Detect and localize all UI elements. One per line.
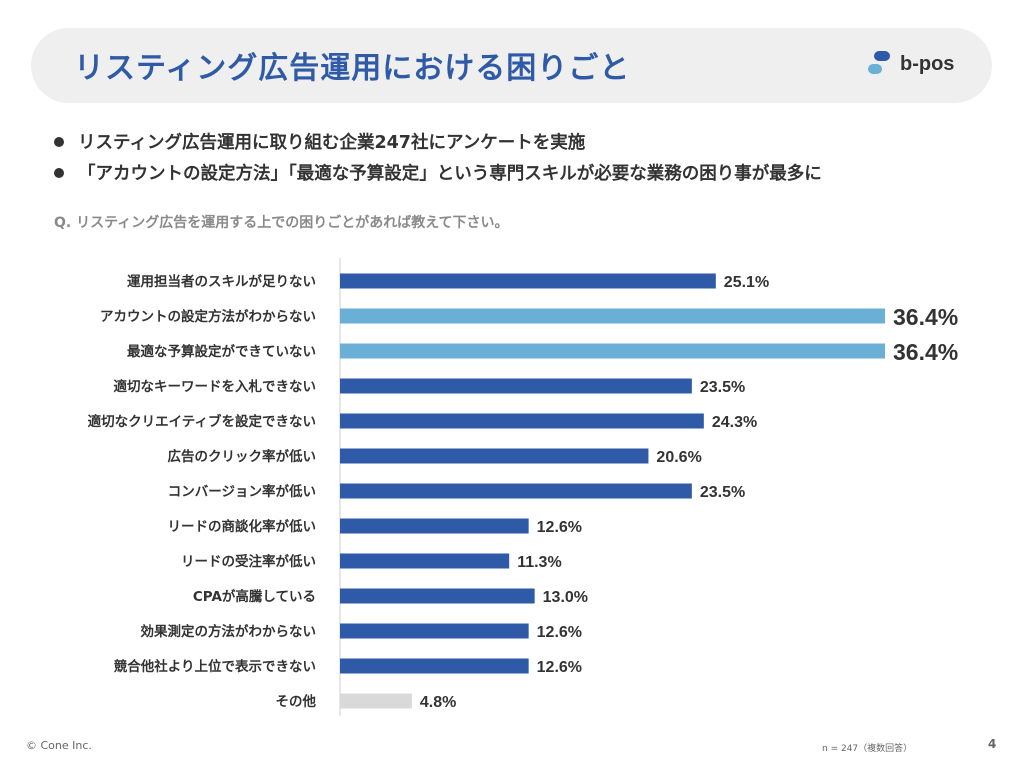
bar	[340, 588, 535, 604]
bar	[340, 308, 885, 324]
bullet-text: リスティング広告運用に取り組む企業247社にアンケートを実施	[78, 133, 586, 153]
bar	[340, 518, 529, 534]
category-label: 効果測定の方法がわからない	[141, 623, 317, 640]
category-label: 最適な予算設定ができていない	[127, 343, 316, 360]
category-label: アカウントの設定方法がわからない	[100, 308, 316, 325]
value-label: 23.5%	[700, 484, 745, 501]
survey-question: Q. リスティング広告を運用する上での困りごとがあれば教えて下さい。	[54, 215, 509, 231]
value-label: 12.6%	[537, 624, 582, 641]
bar	[340, 378, 692, 394]
bullet-dot-icon	[54, 136, 64, 147]
value-label: 12.6%	[537, 519, 582, 536]
sample-note: n = 247（複数回答）	[822, 744, 913, 754]
value-label: 11.3%	[517, 554, 561, 571]
value-label: 20.6%	[656, 449, 701, 466]
category-label: 広告のクリック率が低い	[168, 448, 317, 465]
bar	[340, 623, 529, 639]
category-label: CPAが高騰している	[193, 588, 316, 605]
bullet-dot-icon	[54, 167, 64, 178]
category-label: リードの商談化率が低い	[168, 518, 317, 535]
category-label: 運用担当者のスキルが足りない	[127, 273, 316, 290]
bar	[340, 448, 649, 464]
bar	[340, 693, 412, 709]
bullet-item: 「アカウントの設定方法」「最適な予算設定」という専門スキルが必要な業務の困り事が…	[54, 157, 822, 188]
value-label: 23.5%	[700, 379, 745, 396]
header-bar	[31, 28, 992, 103]
bullet-item: リスティング広告運用に取り組む企業247社にアンケートを実施	[54, 126, 822, 157]
logo-icon	[868, 51, 890, 77]
category-label: リードの受注率が低い	[181, 553, 316, 570]
logo-text: b-pos	[900, 52, 955, 75]
category-label: 適切なクリエイティブを設定できない	[88, 413, 316, 430]
bullet-text: 「アカウントの設定方法」「最適な予算設定」という専門スキルが必要な業務の困り事が…	[78, 164, 822, 184]
bar	[340, 553, 510, 569]
value-label: 36.4%	[893, 339, 958, 365]
value-label: 25.1%	[724, 274, 769, 291]
bar	[340, 413, 704, 429]
bar	[340, 483, 692, 499]
category-label: コンバージョン率が低い	[168, 483, 316, 500]
value-label: 12.6%	[537, 659, 582, 676]
category-label: 適切なキーワードを入札できない	[114, 378, 317, 395]
value-label: 36.4%	[893, 304, 958, 330]
bar-chart: 運用担当者のスキルが足りない 25.1% アカウントの設定方法がわからない 36.4%…	[88, 258, 958, 716]
value-label: 4.8%	[420, 694, 456, 711]
bar	[340, 658, 529, 674]
bullet-list: リスティング広告運用に取り組む企業247社にアンケートを実施 「アカウントの設定…	[54, 126, 822, 188]
page-number: 4	[988, 737, 997, 751]
copyright: © Cone Inc.	[26, 739, 92, 752]
bar	[340, 273, 716, 289]
value-label: 13.0%	[543, 589, 588, 606]
category-label: その他	[276, 693, 317, 710]
category-label: 競合他社より上位で表示できない	[114, 658, 316, 675]
value-label: 24.3%	[712, 414, 757, 431]
bar	[340, 343, 885, 359]
page-title: リスティング広告運用における困りごと	[74, 51, 631, 86]
brand-logo: b-pos	[868, 51, 954, 77]
